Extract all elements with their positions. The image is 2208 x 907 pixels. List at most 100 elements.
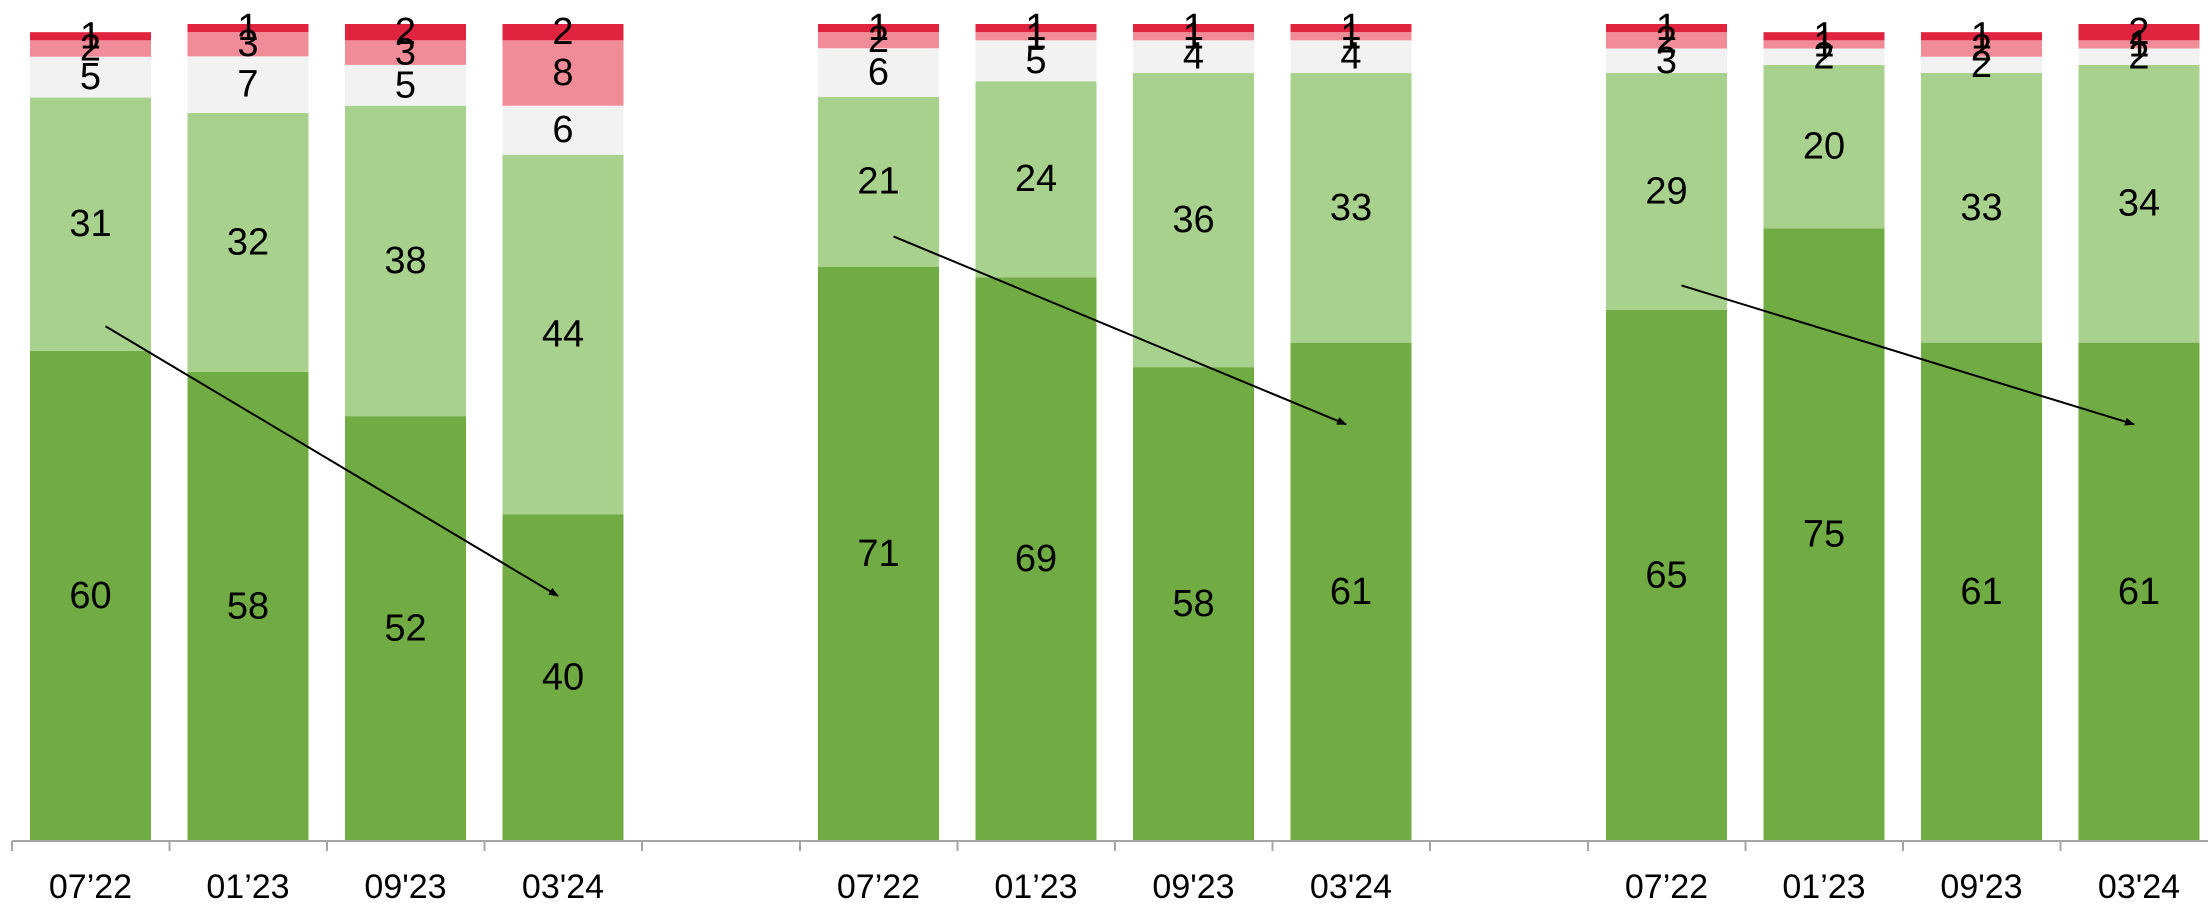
bar-segment-5-g2-b3 — [1133, 24, 1254, 33]
bar-segment-4-g3-b3 — [1921, 40, 2042, 57]
bar-segment-1-g2-b3 — [1133, 367, 1254, 841]
bar-segment-2-g3-b3 — [1921, 73, 2042, 343]
data-label-g1-b3-s3: 5 — [395, 64, 416, 106]
data-label-g1-b4-s2: 44 — [542, 313, 584, 355]
x-tick-label-g2-b4: 03'24 — [1310, 868, 1392, 902]
data-label-g3-b1-s3: 3 — [1656, 40, 1677, 82]
bar-segment-2-g1-b2 — [187, 112, 309, 372]
bar-segment-4-g3-b4 — [2078, 40, 2200, 49]
bar-segment-2-g2-b3 — [1133, 73, 1254, 368]
data-label-g3-b2-s2: 20 — [1803, 126, 1845, 168]
bar-segment-5-g2-b2 — [975, 24, 1097, 33]
data-label-g3-b1-s5: 1 — [1656, 7, 1677, 49]
data-label-g3-b4-s1: 61 — [2118, 571, 2160, 613]
data-label-g1-b2-s1: 58 — [227, 585, 269, 627]
data-label-g1-b1-s5: 1 — [80, 15, 101, 57]
bar-segment-4-g2-b4 — [1290, 32, 1412, 41]
bar-segment-3-g2-b3 — [1133, 40, 1254, 74]
data-label-g3-b2-s5: 1 — [1813, 15, 1834, 57]
labels-layer: 6031521583273152385324044682712162169245… — [69, 7, 2160, 699]
bar-segment-2-g1-b1 — [30, 97, 151, 351]
data-label-g1-b3-s1: 52 — [384, 608, 426, 650]
data-label-g1-b2-s3: 7 — [237, 64, 258, 106]
data-label-g3-b3-s5: 1 — [1971, 15, 1992, 57]
x-tick-label-g3-b1: 07’22 — [1625, 868, 1708, 902]
bar-segment-3-g2-b1 — [818, 48, 939, 97]
data-label-g3-b4-s5: 2 — [2128, 11, 2149, 53]
bar-segment-4-g2-b2 — [975, 32, 1097, 41]
trend-arrow-g2 — [893, 235, 1347, 426]
bar-segment-1-g1-b2 — [187, 371, 309, 841]
bar-segment-3-g3-b3 — [1921, 56, 2042, 74]
data-label-g2-b1-s2: 21 — [857, 161, 899, 203]
bar-segment-2-g2-b1 — [818, 96, 939, 267]
bar-segment-1-g1-b3 — [345, 416, 466, 841]
bar-segment-5-g1-b1 — [30, 32, 151, 41]
data-label-g1-b3-s4: 3 — [395, 32, 416, 74]
bar-segment-5-g1-b4 — [502, 24, 624, 41]
data-label-g1-b1-s4: 2 — [80, 28, 101, 70]
data-label-g1-b2-s4: 3 — [237, 23, 258, 65]
bar-segment-2-g3-b1 — [1606, 73, 1727, 310]
bar-segment-4-g2-b3 — [1133, 32, 1254, 41]
x-axis: 07’22 01’23 09'23 03'24 07’22 01’23 09'23 03'24… — [11, 840, 2208, 906]
data-label-g1-b4-s4: 8 — [552, 52, 573, 94]
data-label-g1-b1-s3: 5 — [80, 56, 101, 98]
data-label-g1-b2-s2: 32 — [227, 221, 269, 263]
bar-segment-5-g2-b1 — [818, 24, 939, 33]
bar-segment-1-g1-b1 — [30, 350, 151, 841]
x-tick-label-g1-b1: 07’22 — [49, 868, 132, 902]
data-label-g1-b3-s5: 2 — [395, 11, 416, 53]
data-label-g2-b4-s2: 33 — [1330, 187, 1372, 229]
bar-segment-5-g3-b1 — [1606, 24, 1727, 33]
x-tick-label-g2-b3: 09'23 — [1152, 868, 1234, 902]
bar-segment-1-g3-b4 — [2078, 342, 2200, 841]
data-label-g3-b4-s2: 34 — [2118, 183, 2160, 225]
data-label-g2-b4-s1: 61 — [1330, 571, 1372, 613]
bar-segment-3-g3-b4 — [2078, 48, 2200, 65]
data-label-g3-b3-s3: 2 — [1971, 44, 1992, 86]
data-label-g2-b2-s3: 5 — [1025, 40, 1046, 82]
x-tick-label-g3-b2: 01’23 — [1782, 868, 1865, 902]
data-label-g3-b2-s4: 1 — [1813, 23, 1834, 65]
bar-segment-5-g3-b3 — [1921, 32, 2042, 41]
x-tick-label-g3-b4: 03'24 — [2098, 868, 2180, 902]
bar-segment-4-g1-b2 — [187, 32, 309, 57]
bar-segment-4-g1-b1 — [30, 40, 151, 57]
data-label-g1-b3-s2: 38 — [384, 240, 426, 282]
bar-segment-1-g2-b1 — [818, 266, 939, 841]
x-tick-label-g1-b2: 01’23 — [206, 868, 289, 902]
bar-segment-5-g3-b2 — [1763, 32, 1885, 41]
bar-segment-3-g1-b1 — [30, 56, 151, 98]
bar-segment-1-g2-b4 — [1290, 342, 1412, 841]
bar-segment-3-g1-b4 — [502, 105, 624, 155]
bar-segment-2-g1-b3 — [345, 105, 466, 417]
x-tick-label-g3-b3: 09'23 — [1940, 868, 2022, 902]
bar-segment-5-g1-b2 — [187, 24, 309, 33]
x-tick-label-g1-b3: 09'23 — [364, 868, 446, 902]
data-label-g3-b3-s1: 61 — [1960, 571, 2002, 613]
data-label-g2-b3-s1: 58 — [1172, 583, 1214, 625]
data-label-g3-b1-s2: 29 — [1645, 170, 1687, 212]
bar-segment-1-g2-b2 — [975, 277, 1097, 841]
data-label-g3-b2-s3: 2 — [1813, 36, 1834, 78]
data-label-g3-b3-s4: 2 — [1971, 28, 1992, 70]
data-label-g2-b2-s1: 69 — [1015, 538, 1057, 580]
data-label-g1-b4-s3: 6 — [552, 109, 573, 151]
bar-segment-3-g2-b2 — [975, 40, 1097, 82]
bar-segment-4-g3-b2 — [1763, 40, 1885, 49]
bar-segment-3-g1-b3 — [345, 64, 466, 106]
bar-segment-1-g3-b1 — [1606, 309, 1727, 841]
data-label-g1-b4-s5: 2 — [552, 11, 573, 53]
data-label-g1-b1-s2: 31 — [69, 203, 111, 245]
bar-segment-1-g3-b2 — [1763, 228, 1885, 841]
bar-segment-2-g3-b2 — [1763, 64, 1885, 229]
bar-segment-3-g2-b4 — [1290, 40, 1412, 74]
bar-segment-2-g1-b4 — [502, 154, 624, 515]
x-tick-label-g2-b1: 07’22 — [837, 868, 920, 902]
data-label-g2-b2-s4: 1 — [1025, 15, 1046, 57]
data-label-g1-b1-s1: 60 — [69, 575, 111, 617]
data-label-g2-b4-s3: 4 — [1340, 36, 1361, 78]
bar-segment-2-g2-b2 — [975, 81, 1097, 278]
